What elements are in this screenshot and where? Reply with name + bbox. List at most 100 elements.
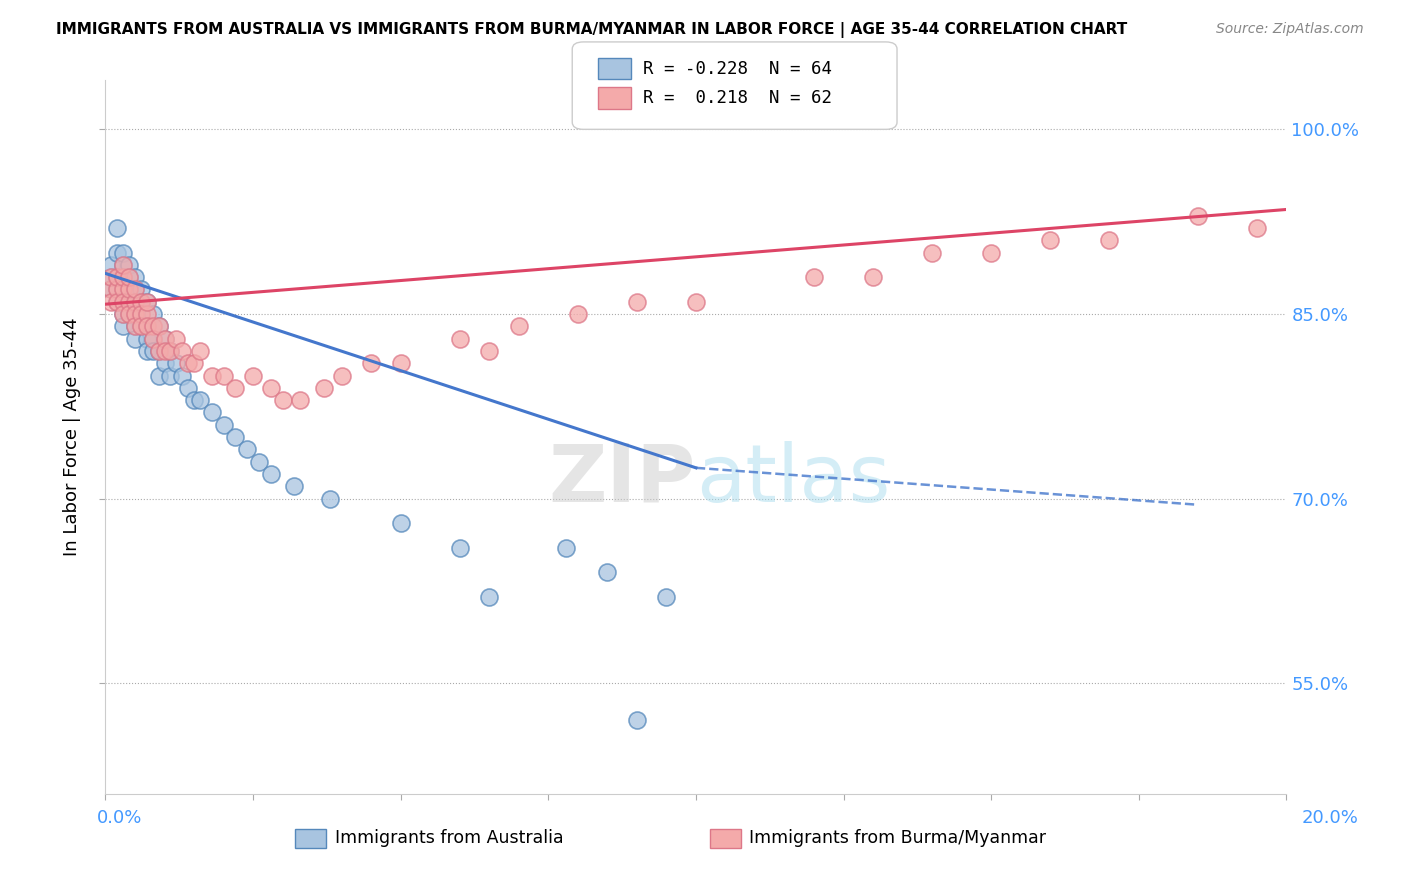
Point: [555, 541, 578, 555]
Point: [124, 282, 146, 296]
Point: [449, 541, 471, 555]
Point: [100, 294, 122, 309]
Point: [135, 294, 157, 309]
Point: [142, 307, 165, 321]
Point: [862, 270, 884, 285]
Point: [312, 381, 335, 395]
Point: [224, 381, 246, 395]
Point: [100, 270, 122, 285]
Point: [112, 245, 135, 260]
Point: [212, 417, 235, 432]
Point: [124, 307, 146, 321]
Text: IMMIGRANTS FROM AUSTRALIA VS IMMIGRANTS FROM BURMA/MYANMAR IN LABOR FORCE | AGE : IMMIGRANTS FROM AUSTRALIA VS IMMIGRANTS …: [56, 22, 1128, 38]
Point: [271, 393, 294, 408]
Point: [183, 393, 205, 408]
Text: R = -0.228  N = 64: R = -0.228 N = 64: [643, 60, 831, 78]
Point: [153, 332, 176, 346]
Point: [980, 245, 1002, 260]
Point: [177, 356, 200, 370]
Point: [290, 393, 312, 408]
Point: [112, 282, 135, 296]
Point: [135, 319, 157, 334]
Point: [129, 294, 152, 309]
Point: [148, 319, 170, 334]
Point: [177, 381, 200, 395]
Point: [112, 270, 135, 285]
Point: [112, 258, 135, 272]
Point: [105, 294, 128, 309]
Point: [1246, 221, 1268, 235]
Point: [118, 307, 141, 321]
Point: [224, 430, 246, 444]
Point: [100, 258, 122, 272]
Point: [142, 332, 165, 346]
Point: [478, 343, 501, 358]
Point: [172, 368, 194, 383]
Point: [921, 245, 943, 260]
Text: Immigrants from Burma/Myanmar: Immigrants from Burma/Myanmar: [749, 830, 1046, 847]
Point: [478, 590, 501, 604]
Point: [148, 343, 170, 358]
Point: [188, 393, 211, 408]
Point: [124, 282, 146, 296]
Point: [105, 245, 128, 260]
Point: [118, 258, 141, 272]
Point: [165, 332, 187, 346]
Point: [129, 319, 152, 334]
Point: [159, 343, 181, 358]
Point: [100, 270, 122, 285]
Point: [135, 294, 157, 309]
Point: [112, 319, 135, 334]
Point: [389, 356, 412, 370]
Point: [129, 307, 152, 321]
Point: [124, 270, 146, 285]
Point: [124, 319, 146, 334]
Point: [105, 270, 128, 285]
Point: [118, 294, 141, 309]
Point: [567, 307, 589, 321]
Point: [153, 332, 176, 346]
Point: [129, 282, 152, 296]
Point: [803, 270, 825, 285]
Point: [165, 356, 187, 370]
Point: [188, 343, 211, 358]
Point: [159, 343, 181, 358]
Point: [118, 282, 141, 296]
Point: [118, 294, 141, 309]
Point: [159, 368, 181, 383]
Point: [142, 319, 165, 334]
Point: [1098, 233, 1121, 247]
Point: [242, 368, 264, 383]
Point: [118, 270, 141, 285]
Text: atlas: atlas: [696, 441, 890, 519]
Point: [183, 356, 205, 370]
Point: [1039, 233, 1062, 247]
Point: [124, 294, 146, 309]
Point: [148, 319, 170, 334]
Text: R =  0.218  N = 62: R = 0.218 N = 62: [643, 89, 831, 107]
Point: [212, 368, 235, 383]
Point: [626, 713, 648, 727]
Point: [118, 282, 141, 296]
Point: [135, 319, 157, 334]
Point: [330, 368, 353, 383]
Point: [112, 307, 135, 321]
Point: [283, 479, 305, 493]
Point: [105, 294, 128, 309]
Text: Immigrants from Australia: Immigrants from Australia: [335, 830, 564, 847]
Point: [148, 343, 170, 358]
Point: [118, 307, 141, 321]
Point: [129, 294, 152, 309]
Point: [112, 282, 135, 296]
Point: [172, 343, 194, 358]
Point: [100, 282, 122, 296]
Point: [142, 332, 165, 346]
Point: [118, 270, 141, 285]
Point: [105, 282, 128, 296]
Point: [360, 356, 382, 370]
Point: [124, 307, 146, 321]
Point: [135, 343, 157, 358]
Point: [112, 258, 135, 272]
Text: Source: ZipAtlas.com: Source: ZipAtlas.com: [1216, 22, 1364, 37]
Text: 0.0%: 0.0%: [97, 809, 142, 827]
